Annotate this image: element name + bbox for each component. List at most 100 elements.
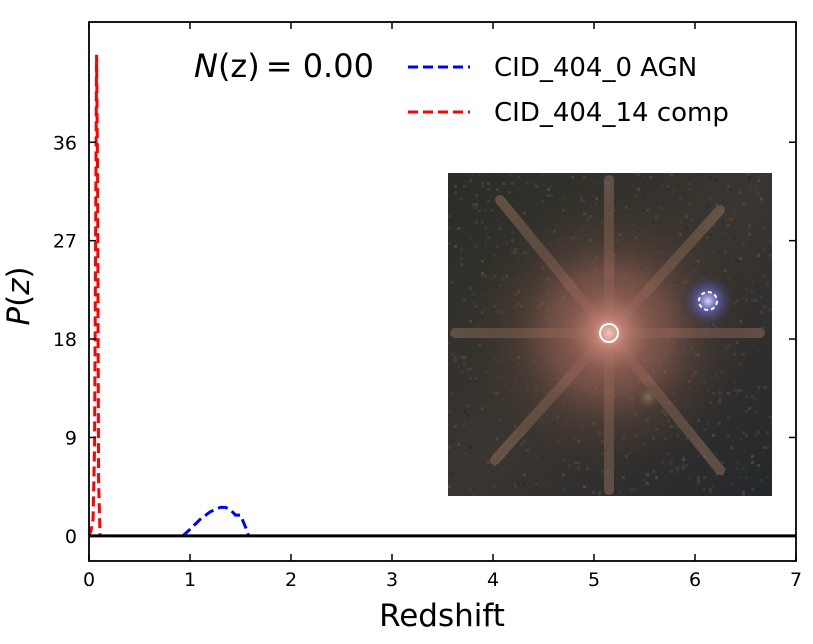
noise-pixel [751, 452, 754, 455]
noise-pixel [769, 242, 772, 245]
noise-pixel [457, 308, 460, 311]
y-tick-label: 18 [53, 329, 77, 351]
noise-pixel [742, 431, 745, 434]
noise-pixel [595, 488, 598, 491]
noise-pixel [697, 173, 700, 176]
noise-pixel [751, 482, 754, 485]
noise-pixel [751, 395, 754, 398]
noise-pixel [538, 470, 541, 473]
noise-pixel [469, 179, 472, 182]
noise-pixel [448, 215, 451, 218]
noise-pixel [757, 191, 760, 194]
noise-pixel [742, 467, 745, 470]
noise-pixel [523, 473, 526, 476]
noise-pixel [547, 194, 550, 197]
series-line-cid-404-0-agn [181, 505, 250, 537]
noise-pixel [631, 488, 634, 491]
noise-pixel [472, 203, 475, 206]
noise-pixel [754, 185, 757, 188]
noise-pixel [661, 185, 664, 188]
noise-pixel [472, 494, 475, 496]
noise-pixel [466, 404, 469, 407]
noise-pixel [478, 209, 481, 212]
noise-pixel [496, 437, 499, 440]
noise-pixel [751, 281, 754, 284]
noise-pixel [763, 305, 766, 308]
noise-pixel [448, 341, 451, 344]
noise-pixel [463, 416, 466, 419]
noise-pixel [763, 326, 766, 329]
companion-position-marker [698, 291, 718, 311]
noise-pixel [766, 431, 769, 434]
noise-pixel [448, 227, 451, 230]
noise-pixel [688, 476, 691, 479]
noise-pixel [757, 194, 760, 197]
noise-pixel [454, 245, 457, 248]
noise-pixel [739, 257, 742, 260]
nz-annotation: N(z) = 0.00 [194, 47, 374, 85]
noise-pixel [484, 242, 487, 245]
noise-pixel [673, 188, 676, 191]
noise-pixel [709, 491, 712, 494]
noise-pixel [451, 392, 454, 395]
y-axis-label-z: z [1, 278, 37, 296]
noise-pixel [766, 326, 769, 329]
noise-pixel [748, 179, 751, 182]
noise-pixel [688, 203, 691, 206]
noise-pixel [532, 182, 535, 185]
noise-pixel [715, 179, 718, 182]
noise-pixel [541, 197, 544, 200]
noise-pixel [736, 461, 739, 464]
noise-pixel [739, 437, 742, 440]
noise-pixel [760, 326, 763, 329]
noise-pixel [745, 410, 748, 413]
noise-pixel [745, 239, 748, 242]
x-tick-label: 0 [83, 569, 95, 591]
noise-pixel [460, 248, 463, 251]
noise-pixel [766, 281, 769, 284]
noise-pixel [760, 200, 763, 203]
noise-pixel [487, 197, 490, 200]
noise-pixel [757, 254, 760, 257]
noise-pixel [550, 482, 553, 485]
y-tick-label: 36 [53, 132, 77, 154]
series-layer [89, 54, 796, 538]
noise-pixel [724, 233, 727, 236]
noise-pixel [748, 494, 751, 496]
noise-pixel [487, 182, 490, 185]
noise-pixel [769, 308, 772, 311]
noise-pixel [535, 479, 538, 482]
noise-pixel [688, 182, 691, 185]
y-axis-label: P(z) [1, 266, 37, 325]
noise-pixel [676, 470, 679, 473]
x-tick-label: 3 [386, 569, 398, 591]
noise-pixel [763, 320, 766, 323]
noise-pixel [757, 464, 760, 467]
noise-pixel [745, 173, 748, 176]
noise-pixel [757, 350, 760, 353]
noise-pixel [751, 488, 754, 491]
noise-pixel [691, 179, 694, 182]
noise-pixel [769, 353, 772, 356]
noise-pixel [493, 494, 496, 496]
noise-pixel [547, 188, 550, 191]
noise-pixel [679, 197, 682, 200]
noise-pixel [715, 452, 718, 455]
noise-pixel [454, 185, 457, 188]
nz-prefix: N [194, 47, 218, 85]
noise-pixel [742, 203, 745, 206]
noise-pixel [454, 425, 457, 428]
noise-pixel [454, 356, 457, 359]
noise-pixel [508, 485, 511, 488]
noise-pixel [454, 359, 457, 362]
noise-pixel [550, 185, 553, 188]
noise-pixel [709, 467, 712, 470]
noise-pixel [649, 176, 652, 179]
noise-pixel [466, 413, 469, 416]
noise-pixel [760, 221, 763, 224]
noise-pixel [457, 227, 460, 230]
noise-pixel [496, 188, 499, 191]
noise-pixel [730, 209, 733, 212]
noise-pixel [757, 386, 760, 389]
noise-pixel [457, 443, 460, 446]
